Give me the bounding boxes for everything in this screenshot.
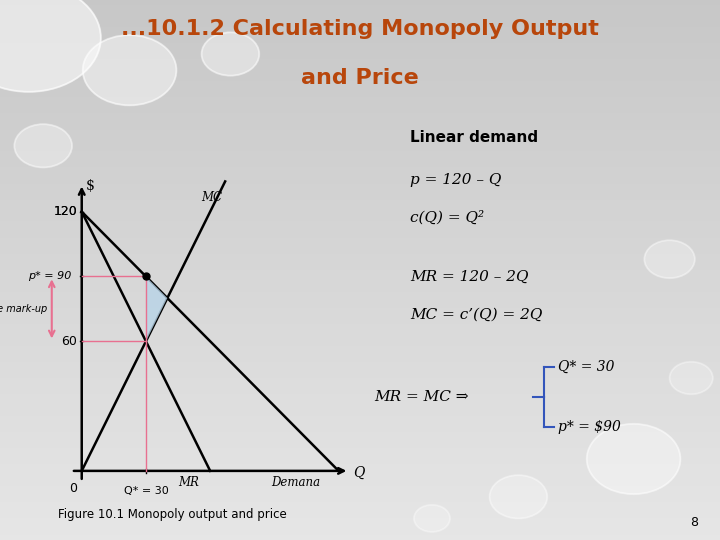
Polygon shape [146,276,167,341]
Text: p* = $90: p* = $90 [558,420,621,434]
Circle shape [202,32,259,76]
Text: 60: 60 [62,335,78,348]
Circle shape [414,505,450,532]
Text: 0: 0 [69,482,78,495]
Text: and Price: and Price [301,68,419,87]
Text: Q* = 30: Q* = 30 [124,486,168,496]
Text: 8: 8 [690,516,698,529]
Text: 120: 120 [54,205,78,218]
Circle shape [83,35,176,105]
Text: Figure 10.1 Monopoly output and price: Figure 10.1 Monopoly output and price [58,508,287,521]
Text: MR = 120 – 2Q: MR = 120 – 2Q [410,270,529,284]
Text: MC = c’(Q) = 2Q: MC = c’(Q) = 2Q [410,308,543,322]
Circle shape [0,0,101,92]
Text: p = 120 – Q: p = 120 – Q [410,173,502,187]
Circle shape [587,424,680,494]
Text: MR: MR [179,476,199,489]
Circle shape [644,240,695,278]
Text: 120: 120 [54,205,78,218]
Text: Q* = 30: Q* = 30 [558,360,614,374]
Text: Q: Q [354,466,365,480]
Text: absolute mark-up: absolute mark-up [0,304,48,314]
Text: p* = 90: p* = 90 [27,272,71,281]
Text: MC: MC [202,191,222,204]
Text: MR = MC ⇒: MR = MC ⇒ [374,390,469,404]
Circle shape [490,475,547,518]
Circle shape [670,362,713,394]
Circle shape [14,124,72,167]
Text: Demana: Demana [271,476,320,489]
Text: $: $ [86,179,95,193]
Text: Linear demand: Linear demand [410,130,539,145]
Text: c(Q) = Q²: c(Q) = Q² [410,211,485,225]
Text: ...10.1.2 Calculating Monopoly Output: ...10.1.2 Calculating Monopoly Output [121,19,599,39]
